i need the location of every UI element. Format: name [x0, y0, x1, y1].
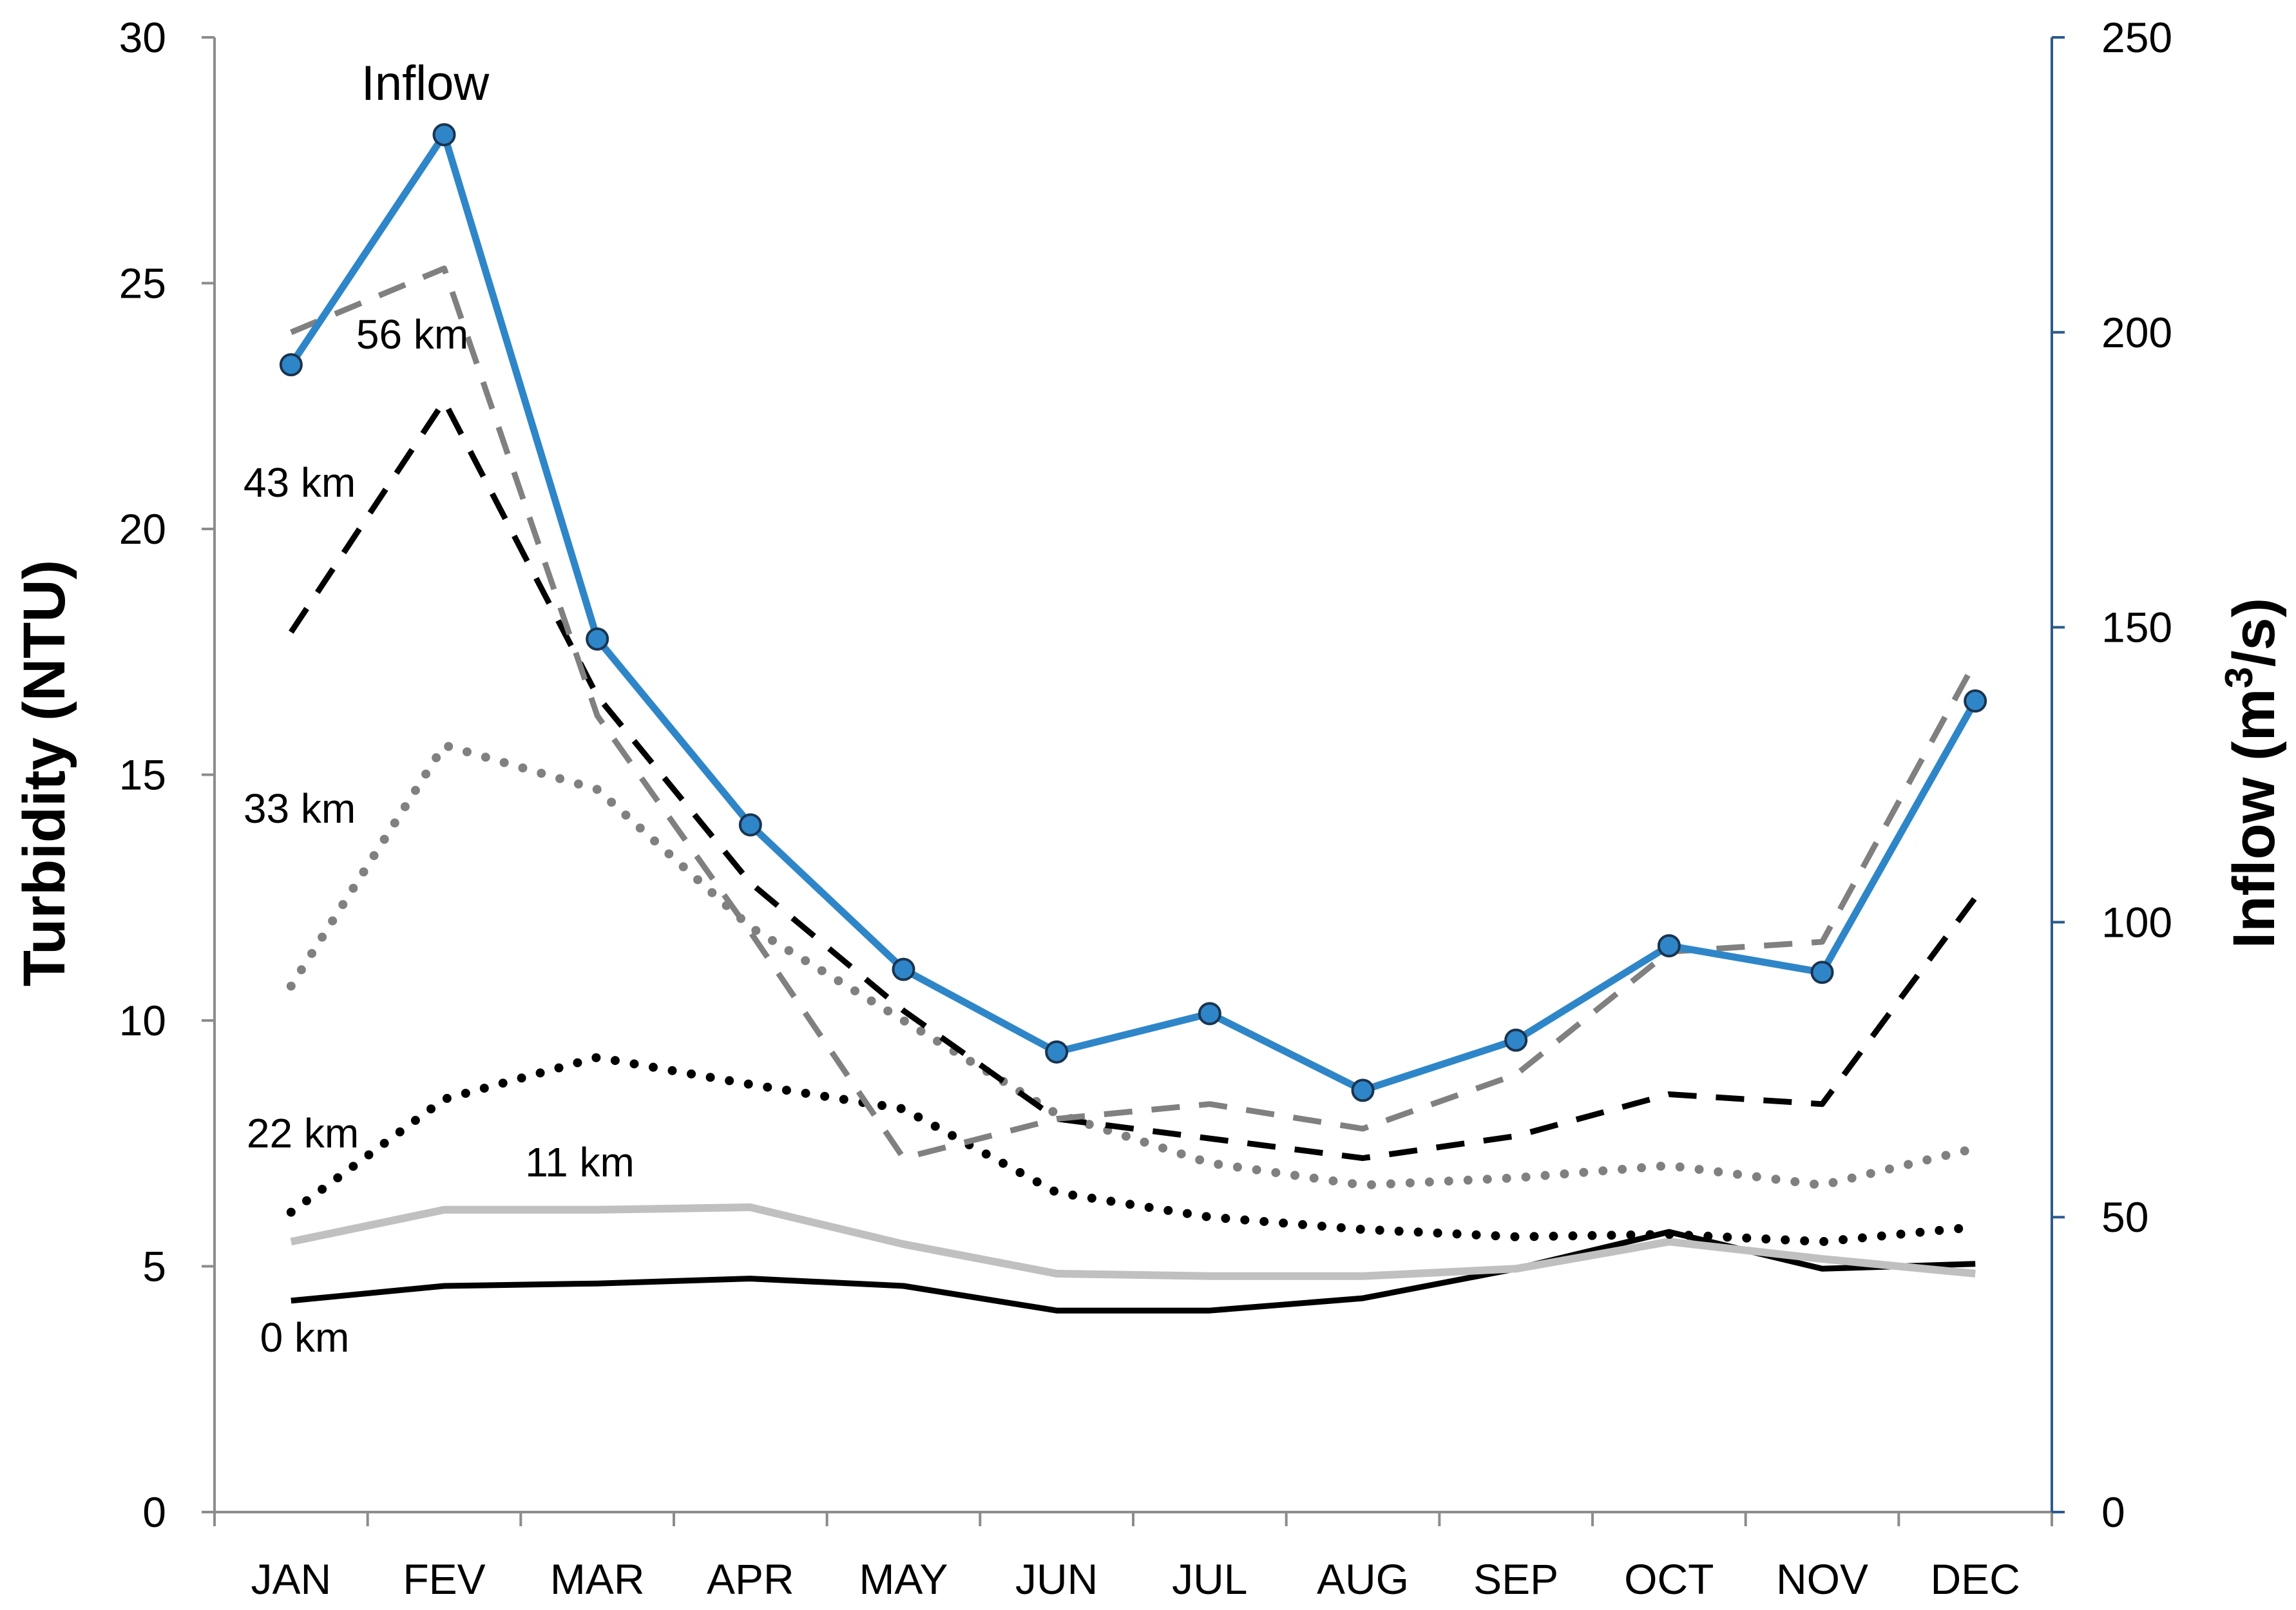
x-tick-label-mar: MAR [550, 1555, 645, 1603]
series-label-11-km: 11 km [525, 1139, 635, 1185]
inflow-point-jan [279, 353, 303, 377]
left-y-tick-label: 15 [119, 751, 166, 799]
inflow-point-dec [1964, 689, 1987, 713]
inflow-point-mar [586, 627, 609, 651]
left-y-tick-label: 10 [119, 997, 166, 1044]
right-y-tick-label: 150 [2101, 604, 2172, 651]
right-axis-title-sup: 3 [2217, 667, 2261, 688]
x-tick-label-fev: FEV [403, 1555, 485, 1603]
left-y-tick-label: 30 [119, 14, 166, 61]
right-y-tick-label: 250 [2101, 14, 2172, 61]
x-tick-label-sep: SEP [1473, 1555, 1558, 1603]
series-lines [279, 123, 1987, 1314]
left-y-tick-label: 25 [119, 260, 166, 307]
x-tick-label-may: MAY [859, 1555, 948, 1603]
right-axis-title-end: /s) [2221, 598, 2287, 667]
inflow-point-nov [1810, 961, 1834, 984]
inflow-point-aug [1351, 1078, 1375, 1102]
x-tick-label-dec: DEC [1930, 1555, 2020, 1603]
series-line-22-km [286, 1053, 1980, 1247]
x-tick-label-jan: JAN [251, 1555, 331, 1603]
right-y-tick-label: 200 [2101, 309, 2172, 356]
left-y-tick-label: 5 [142, 1243, 166, 1290]
left-axis-title: Turbidity (NTU) [12, 560, 77, 987]
left-y-tick-label: 0 [142, 1488, 166, 1536]
series-label-56-km: 56 km [356, 311, 468, 358]
x-tick-label-nov: NOV [1776, 1555, 1868, 1603]
series-line-56-km [290, 265, 1978, 1162]
inflow-point-fev [432, 123, 456, 147]
x-tick-label-jul: JUL [1172, 1555, 1247, 1603]
inflow-point-jul [1198, 1002, 1221, 1026]
series-labels: 0 km 11 km 22 km 33 km 43 km 56 km Inflow [244, 56, 635, 1361]
x-tick-label-apr: APR [707, 1555, 794, 1603]
series-line-33-km [286, 740, 1980, 1190]
series-line-0-km [291, 1229, 1976, 1314]
x-tick-label-jun: JUN [1015, 1555, 1098, 1603]
right-y-tick-label: 0 [2101, 1488, 2125, 1536]
series-line-inflow [288, 131, 1978, 1094]
series-label-inflow: Inflow [361, 56, 490, 111]
right-y-tick-label: 50 [2101, 1193, 2148, 1241]
series-line-43-km [289, 398, 1978, 1162]
series-label-33-km: 33 km [244, 785, 356, 832]
right-axis-title: Inflow (m3/s) [2217, 598, 2287, 948]
axes [213, 37, 2053, 1513]
right-y-tick-label: 100 [2101, 898, 2172, 946]
inflow-point-apr [738, 813, 762, 837]
axis-ticks: JAN FEV MAR APR MAY JUN JUL AUG SEP OCT NOV DEC 0 5 10… [119, 14, 2173, 1603]
series-label-43-km: 43 km [244, 459, 356, 506]
inflow-point-oct [1657, 934, 1681, 958]
left-y-tick-label: 20 [119, 505, 166, 553]
x-tick-label-oct: OCT [1624, 1555, 1714, 1603]
series-label-0-km: 0 km [260, 1314, 350, 1361]
x-tick-label-aug: AUG [1317, 1555, 1409, 1603]
inflow-point-jun [1045, 1040, 1069, 1064]
series-label-22-km: 22 km [247, 1110, 359, 1156]
inflow-point-sep [1504, 1028, 1528, 1052]
inflow-point-may [892, 957, 915, 981]
right-axis-title-main: Inflow (m [2221, 689, 2287, 949]
series-line-11-km [290, 1203, 1976, 1280]
